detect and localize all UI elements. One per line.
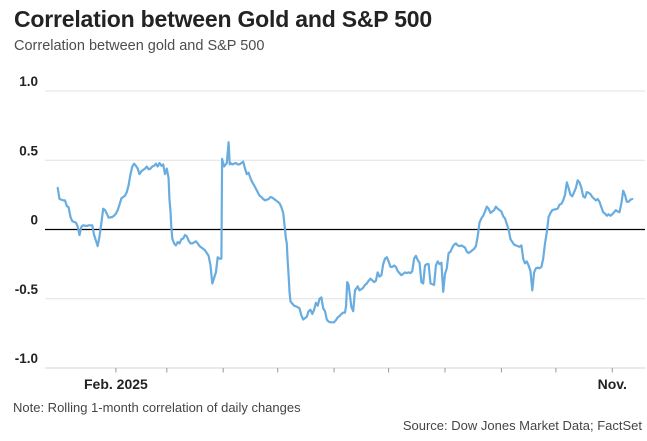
y-axis-label: 0 [30, 213, 38, 228]
chart-subtitle: Correlation between gold and S&P 500 [14, 38, 265, 54]
y-axis-label: -0.5 [15, 282, 39, 297]
y-axis-label: 1.0 [19, 74, 38, 89]
chart-source: Source: Dow Jones Market Data; FactSet [402, 418, 642, 433]
gridlines [45, 90, 645, 369]
x-axis-ticks [115, 368, 613, 373]
correlation-line [56, 141, 634, 324]
x-axis-label: Nov. [598, 376, 627, 392]
x-axis-label: Feb. 2025 [84, 376, 148, 392]
y-axis-label: 0.5 [19, 143, 38, 158]
chart-title: Correlation between Gold and S&P 500 [14, 6, 432, 32]
chart-note: Note: Rolling 1-month correlation of dai… [13, 400, 301, 415]
y-axis-label: -1.0 [15, 351, 38, 366]
